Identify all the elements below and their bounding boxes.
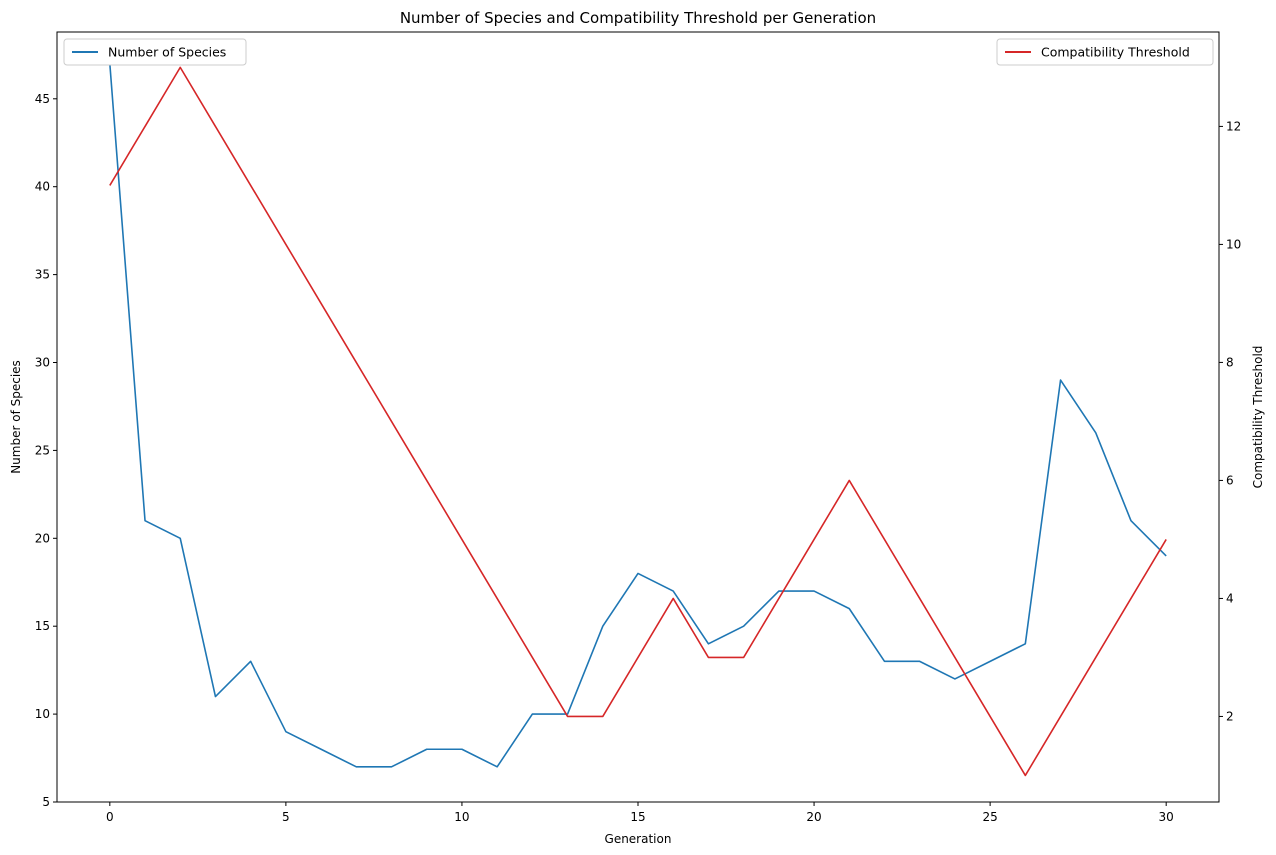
left-y-tick-label: 20 [35, 531, 50, 545]
x-tick-label: 0 [106, 810, 114, 824]
right-y-tick-label: 10 [1226, 237, 1241, 251]
left-y-tick-label: 25 [35, 443, 50, 457]
legend-label-number-of-species: Number of Species [108, 45, 226, 60]
left-y-axis-label: Number of Species [9, 360, 23, 474]
right-y-axis-label: Compatibility Threshold [1251, 346, 1265, 489]
series-lines [109, 63, 1167, 777]
x-tick-label: 10 [454, 810, 469, 824]
x-tick-label: 15 [630, 810, 645, 824]
x-tick-label: 5 [282, 810, 290, 824]
right-y-axis-ticks: 2 4 6 8 10 12 [1219, 119, 1241, 723]
left-y-tick-label: 5 [42, 795, 50, 809]
legend-label-compatibility-threshold: Compatibility Threshold [1041, 45, 1190, 60]
right-y-tick-label: 12 [1226, 119, 1241, 133]
x-tick-label: 20 [806, 810, 821, 824]
legend-number-of-species: Number of Species [63, 38, 247, 66]
x-axis-label: Generation [605, 832, 672, 846]
left-y-tick-label: 10 [35, 707, 50, 721]
right-y-tick-label: 4 [1226, 591, 1234, 605]
left-y-tick-label: 40 [35, 180, 50, 194]
left-y-tick-label: 15 [35, 619, 50, 633]
x-axis-ticks: 0 5 10 15 20 25 30 [106, 802, 1174, 824]
chart-title: Number of Species and Compatibility Thre… [400, 9, 876, 27]
right-y-tick-label: 2 [1226, 709, 1234, 723]
legend-compatibility-threshold: Compatibility Threshold [996, 38, 1214, 66]
left-y-tick-label: 35 [35, 268, 50, 282]
legend-box-left [63, 38, 247, 66]
series-line-number-of-species [109, 63, 1167, 768]
legend-box-right [996, 38, 1214, 66]
right-y-tick-label: 8 [1226, 355, 1234, 369]
left-y-tick-label: 30 [35, 356, 50, 370]
right-y-tick-label: 6 [1226, 473, 1234, 487]
left-y-tick-label: 45 [35, 92, 50, 106]
series-line-compatibility-threshold [109, 66, 1167, 777]
plot-area-frame [56, 31, 1220, 803]
left-y-axis-ticks: 5 10 15 20 25 30 35 40 45 [35, 92, 57, 809]
x-tick-label: 30 [1159, 810, 1174, 824]
x-tick-label: 25 [982, 810, 997, 824]
